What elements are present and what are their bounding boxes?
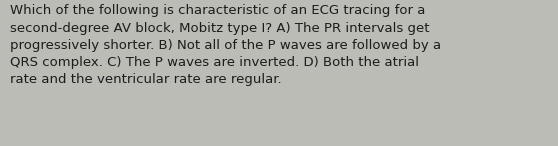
Text: Which of the following is characteristic of an ECG tracing for a
second-degree A: Which of the following is characteristic… (10, 4, 441, 86)
